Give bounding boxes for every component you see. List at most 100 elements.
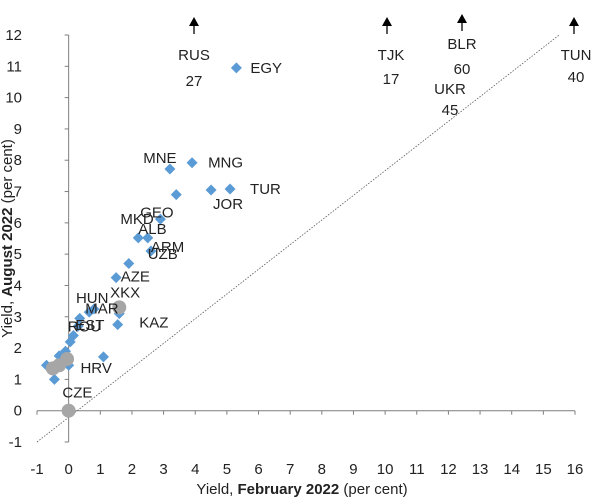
- x-tick-label: 14: [503, 461, 520, 478]
- offscale-value: 27: [186, 73, 203, 90]
- reference-line-layer: [36, 34, 560, 443]
- data-point-diamond: [154, 213, 166, 225]
- x-tick-label: 4: [191, 461, 199, 478]
- y-axis-title: Yield, August 2022 (per cent): [0, 139, 16, 338]
- y-tick-label: 8: [14, 152, 22, 169]
- x-tick-label: 10: [377, 461, 394, 478]
- x-tick-label: 12: [440, 461, 457, 478]
- x-tick-label: 11: [409, 461, 425, 478]
- x-tick-label: 6: [254, 461, 262, 478]
- point-label: AZE: [121, 269, 150, 286]
- offscale-value: 45: [442, 102, 459, 119]
- x-tick-label: 9: [349, 461, 357, 478]
- x-axis-title-suffix: (per cent): [339, 481, 407, 497]
- point-label: GEO: [140, 205, 173, 222]
- x-tick-label: 13: [472, 461, 489, 478]
- point-label: HRV: [80, 360, 111, 377]
- data-point-diamond: [230, 62, 242, 74]
- data-point-diamond: [74, 312, 86, 324]
- point-label: MNG: [208, 155, 243, 172]
- point-label: TUR: [250, 181, 281, 198]
- offscale-label: RUS: [178, 47, 210, 64]
- y-tick-label: 10: [5, 90, 22, 107]
- point-label: KAZ: [139, 314, 168, 331]
- y-tick-label: 9: [14, 121, 22, 138]
- data-point-diamond: [224, 183, 236, 195]
- data-point-diamond: [145, 245, 157, 257]
- data-point-diamond: [142, 232, 154, 244]
- axes-layer: [36, 34, 576, 443]
- offscale-arrow-head: [189, 17, 199, 26]
- offscale-label: BLR: [447, 36, 476, 53]
- data-point-circle: [45, 361, 60, 376]
- point-label: UZB: [148, 246, 178, 263]
- tick-labels-layer: -1 0 1 2 3 4 5 6 7 8 9 10 11 12 13 14 15 16-1012345678910…: [5, 27, 583, 478]
- y-tick-label: 6: [14, 215, 22, 232]
- data-point-diamond: [164, 163, 176, 175]
- y-tick-label: 12: [5, 27, 22, 44]
- data-point-diamond: [72, 320, 84, 332]
- x-tick-label: 15: [535, 461, 552, 478]
- offscale-arrow-head: [569, 17, 579, 26]
- point-label: MKD: [120, 211, 153, 228]
- data-point-diamond: [48, 373, 60, 385]
- point-label: MAR: [85, 301, 119, 318]
- data-point-circle: [112, 300, 127, 315]
- points-layer: [40, 62, 242, 418]
- point-label: JOR: [213, 196, 243, 213]
- reference-line-45: [36, 34, 560, 443]
- point-label: MNE: [143, 150, 176, 167]
- offscale-value: 17: [383, 71, 400, 88]
- offscale-arrow-head: [457, 14, 467, 23]
- data-point-diamond: [112, 319, 124, 331]
- x-tick-label: 1: [96, 461, 104, 478]
- point-label: EGY: [250, 60, 282, 77]
- x-axis-title: Yield, February 2022 (per cent): [196, 481, 407, 497]
- offscale-value: 60: [454, 61, 471, 78]
- x-axis-title-bold: February 2022: [238, 481, 340, 497]
- x-tick-label: 8: [318, 461, 326, 478]
- y-tick-label: 3: [14, 309, 22, 326]
- data-point-circle: [61, 403, 76, 418]
- y-tick-label: 0: [14, 403, 22, 420]
- x-tick-label: -1: [30, 461, 43, 478]
- data-point-diamond: [205, 184, 217, 196]
- offscale-label: UKR: [434, 81, 466, 98]
- data-point-diamond: [83, 306, 95, 318]
- data-point-diamond: [132, 232, 144, 244]
- point-label: EST: [75, 317, 104, 334]
- x-tick-label: 16: [567, 461, 584, 478]
- data-point-diamond: [170, 189, 182, 201]
- y-axis-title-prefix: Yield,: [0, 297, 16, 338]
- offscale-label: TUN: [561, 47, 592, 64]
- x-tick-label: 2: [128, 461, 136, 478]
- offscale-value: 40: [568, 69, 585, 86]
- x-tick-label: 0: [64, 461, 72, 478]
- data-point-diamond: [110, 272, 122, 284]
- offscale-layer: RUS 27 TJK 17 BLR 60 UKR 45 TUN 40: [178, 14, 591, 119]
- y-axis-title-bold: August 2022: [0, 208, 16, 297]
- y-tick-label: 5: [14, 246, 22, 263]
- point-label: ALB: [138, 221, 166, 238]
- point-label: ARM: [151, 239, 184, 256]
- x-tick-label: 5: [223, 461, 231, 478]
- data-point-diamond: [186, 157, 198, 169]
- offscale-label: TJK: [378, 47, 405, 64]
- point-label: ROU: [68, 319, 101, 336]
- data-point-diamond: [123, 258, 135, 270]
- point-label: CZE: [62, 384, 92, 401]
- point-label: XKX: [110, 285, 140, 302]
- offscale-arrow-head: [382, 17, 392, 26]
- y-tick-label: 7: [14, 184, 22, 201]
- y-tick-label: 4: [14, 277, 22, 294]
- data-point-diamond: [64, 336, 76, 348]
- y-tick-label: 2: [14, 340, 22, 357]
- x-tick-label: 7: [286, 461, 294, 478]
- y-tick-label: 11: [6, 58, 22, 75]
- x-tick-label: 3: [159, 461, 167, 478]
- y-tick-label: -1: [9, 434, 22, 451]
- data-point-diamond: [97, 351, 109, 363]
